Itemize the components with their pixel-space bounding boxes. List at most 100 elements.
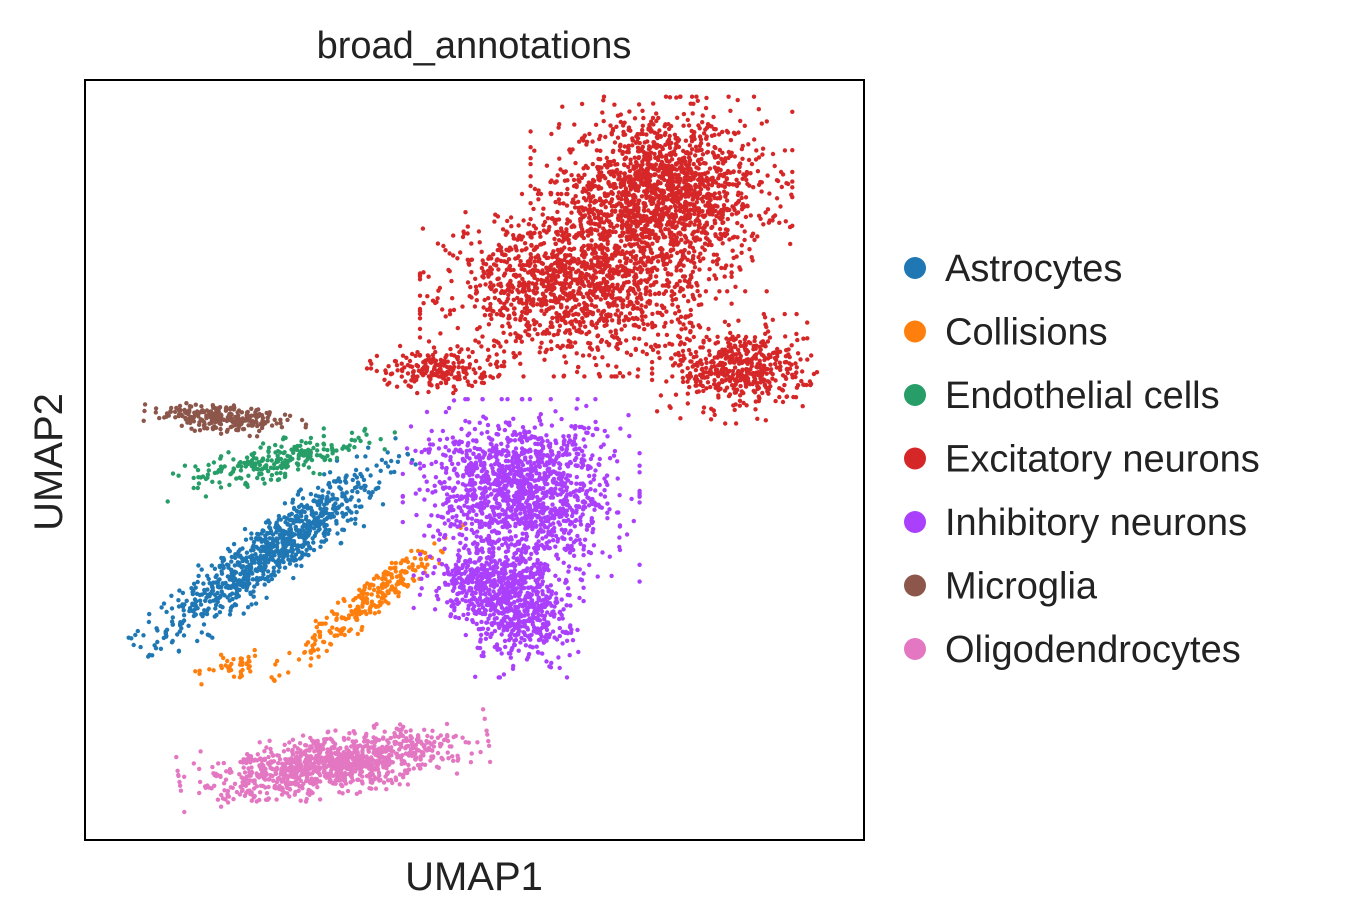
scatter-point — [331, 514, 336, 519]
scatter-point — [618, 298, 624, 303]
scatter-point — [321, 441, 326, 446]
scatter-point — [531, 206, 536, 212]
scatter-point — [687, 320, 692, 325]
scatter-point — [594, 321, 600, 326]
scatter-point — [358, 471, 363, 477]
scatter-point — [640, 144, 645, 149]
scatter-point — [597, 285, 602, 290]
scatter-point — [622, 267, 627, 272]
scatter-point — [206, 576, 211, 582]
scatter-point — [511, 306, 517, 311]
scatter-point — [366, 445, 371, 450]
scatter-point — [577, 291, 583, 296]
scatter-point — [398, 573, 403, 578]
scatter-point — [683, 162, 689, 167]
scatter-point — [774, 178, 780, 183]
scatter-point — [795, 337, 800, 343]
scatter-point — [729, 301, 734, 306]
scatter-point — [676, 308, 682, 314]
scatter-point — [762, 315, 768, 320]
scatter-point — [369, 599, 375, 604]
scatter-point — [221, 655, 226, 661]
scatter-point — [695, 196, 700, 201]
scatter-point — [691, 355, 696, 360]
scatter-point — [571, 177, 577, 183]
scatter-point — [639, 194, 645, 199]
scatter-point — [318, 544, 323, 549]
scatter-point — [760, 390, 765, 396]
scatter-point — [638, 270, 643, 275]
scatter-point — [656, 179, 661, 184]
scatter-point — [205, 472, 211, 477]
scatter-point — [654, 111, 659, 116]
scatter-point — [282, 471, 288, 476]
scatter-point — [669, 356, 674, 361]
scatter-point — [193, 669, 198, 674]
scatter-point — [744, 403, 749, 408]
scatter-point — [537, 350, 542, 355]
scatter-point — [641, 115, 646, 121]
scatter-point — [669, 235, 674, 241]
scatter-point — [655, 267, 660, 272]
scatter-point — [258, 445, 263, 450]
series-endothelial-cells — [165, 426, 397, 504]
scatter-point — [321, 639, 327, 645]
scatter-point — [641, 229, 646, 234]
scatter-point — [750, 231, 756, 236]
scatter-point — [713, 276, 719, 281]
scatter-point — [289, 548, 294, 553]
scatter-point — [658, 393, 664, 398]
scatter-point — [565, 259, 570, 265]
scatter-point — [667, 229, 673, 235]
scatter-point — [681, 263, 686, 268]
scatter-point — [650, 347, 656, 353]
scatter-point — [150, 653, 155, 658]
scatter-point — [311, 445, 316, 451]
scatter-point — [688, 351, 693, 357]
scatter-point — [677, 204, 682, 209]
scatter-point — [279, 548, 284, 554]
scatter-point — [563, 330, 568, 335]
scatter-point — [708, 193, 713, 198]
scatter-point — [610, 128, 616, 133]
scatter-point — [489, 267, 494, 272]
scatter-point — [774, 196, 780, 201]
scatter-point — [556, 217, 562, 222]
scatter-point — [577, 139, 582, 144]
scatter-point — [633, 257, 638, 262]
scatter-point — [565, 186, 570, 192]
scatter-point — [579, 101, 585, 107]
scatter-point — [690, 256, 696, 261]
scatter-point — [356, 498, 361, 503]
scatter-point — [267, 541, 273, 547]
scatter-point — [760, 152, 765, 157]
scatter-point — [750, 258, 755, 263]
scatter-point — [800, 404, 805, 409]
scatter-point — [365, 600, 370, 606]
scatter-point — [674, 235, 679, 240]
scatter-point — [603, 176, 608, 181]
scatter-point — [727, 182, 732, 187]
scatter-point — [243, 464, 248, 469]
scatter-point — [516, 290, 521, 295]
scatter-point — [443, 248, 448, 253]
scatter-point — [473, 284, 479, 289]
scatter-point — [739, 250, 744, 255]
scatter-point — [663, 226, 668, 232]
scatter-point — [649, 196, 654, 202]
scatter-point — [680, 156, 685, 161]
scatter-point — [277, 561, 282, 567]
scatter-point — [307, 528, 313, 533]
scatter-point — [218, 456, 223, 461]
scatter-point — [659, 159, 665, 165]
scatter-point — [286, 670, 291, 675]
scatter-point — [598, 339, 604, 344]
scatter-point — [520, 301, 525, 306]
scatter-point — [709, 242, 714, 248]
scatter-point — [660, 247, 665, 252]
scatter-point — [720, 351, 725, 356]
scatter-point — [206, 468, 211, 473]
scatter-point — [515, 255, 520, 260]
scatter-point — [350, 477, 355, 483]
scatter-point — [691, 191, 696, 196]
